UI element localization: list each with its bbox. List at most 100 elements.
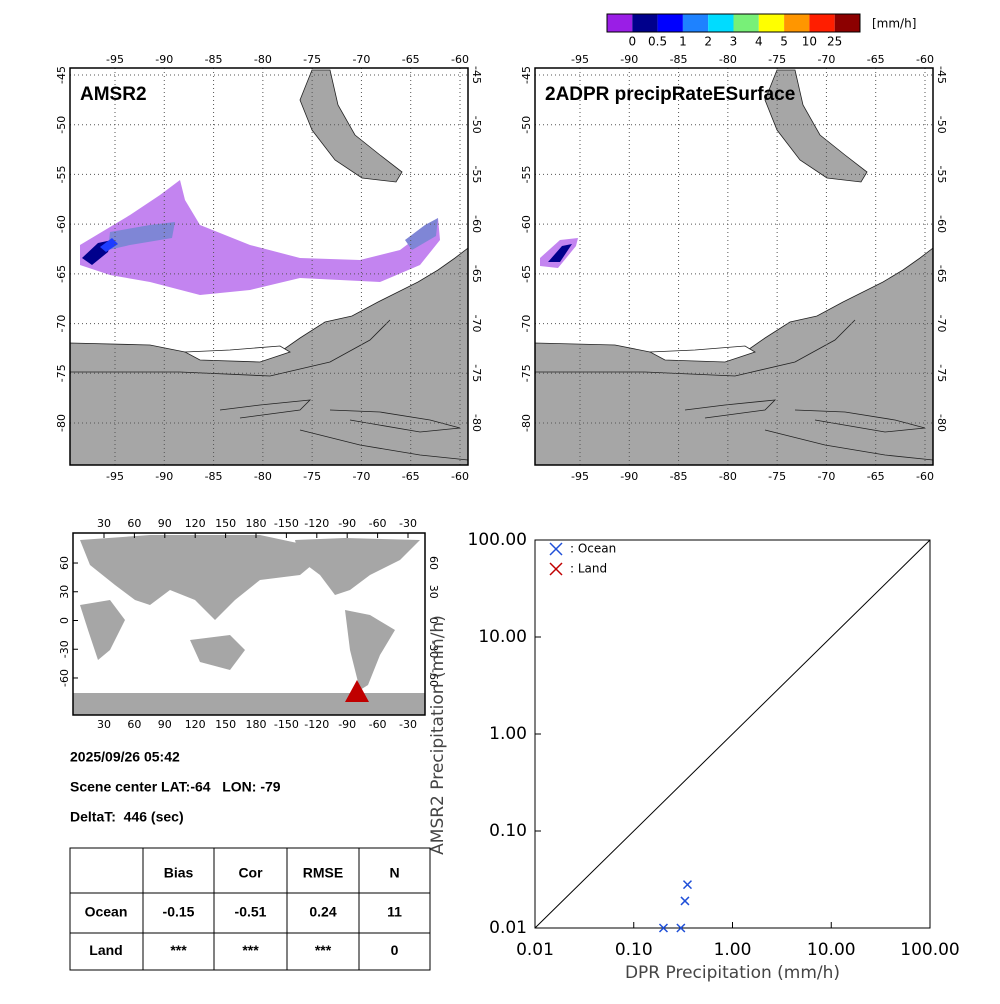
map-title: AMSR2 xyxy=(80,84,147,105)
y-tick-label: -60 xyxy=(58,669,71,687)
y-tick-label: -80 xyxy=(470,414,483,432)
colorbar-cell xyxy=(758,14,785,32)
x-tick-label: -60 xyxy=(916,470,934,483)
x-tick-label: -90 xyxy=(155,53,173,66)
x-tick-label: -65 xyxy=(402,470,420,483)
scene-marker xyxy=(345,680,369,702)
y-tick-label: -75 xyxy=(55,364,68,382)
legend-label: : Ocean xyxy=(570,542,616,556)
precip-area xyxy=(80,180,440,295)
map: -95 -95 -90 -90 -85 -85 -80 -80 -75 -75 -70 -70 -65 -… xyxy=(520,53,948,483)
x-tick-label: -80 xyxy=(254,53,272,66)
y-tick-label: -65 xyxy=(935,265,948,283)
y-tick-label: -45 xyxy=(55,66,68,84)
land xyxy=(345,610,395,690)
y-tick-label: 0.01 xyxy=(489,918,527,938)
column-header: Bias xyxy=(164,865,194,881)
y-tick-label: -55 xyxy=(520,165,533,183)
colorbar-label: 3 xyxy=(730,35,738,49)
colorbar-cell xyxy=(784,14,810,32)
x-tick-label: 30 xyxy=(97,517,111,530)
table-cell: *** xyxy=(170,942,187,958)
y-tick-label: -55 xyxy=(935,165,948,183)
map: -95 -95 -90 -90 -85 -85 -80 -80 -75 -75 -70 -70 -65 -… xyxy=(55,53,483,483)
y-tick-label: 30 xyxy=(427,585,440,599)
colorbar-cell xyxy=(834,14,860,32)
x-tick-label: -90 xyxy=(155,470,173,483)
y-axis-label: AMSR2 Precipitation (mm/h) xyxy=(428,615,448,855)
y-tick-label: -60 xyxy=(520,215,533,233)
y-tick-label: -45 xyxy=(935,66,948,84)
x-tick-label: 0.01 xyxy=(516,940,554,960)
colorbar-label: 1 xyxy=(679,35,687,49)
table-frame xyxy=(69,847,431,971)
y-tick-label: -70 xyxy=(55,315,68,333)
x-tick-label: -65 xyxy=(402,53,420,66)
x-tick-label: 90 xyxy=(158,517,172,530)
colorbar-label: 0 xyxy=(628,35,636,49)
x-tick-label: -95 xyxy=(571,53,589,66)
x-tick-label: -60 xyxy=(369,718,387,731)
x-tick-label: -95 xyxy=(571,470,589,483)
x-tick-label: -80 xyxy=(254,470,272,483)
point xyxy=(658,923,669,933)
y-tick-label: 0 xyxy=(58,617,71,624)
x-tick-label: 150 xyxy=(215,517,236,530)
colorbar-cell xyxy=(733,14,759,32)
x-tick-label: -90 xyxy=(338,517,356,530)
land xyxy=(73,693,425,715)
y-tick-label: 0.10 xyxy=(489,821,527,841)
colorbar-label: 25 xyxy=(827,35,842,49)
x-tick-label: 120 xyxy=(185,718,206,731)
x-tick-label: 90 xyxy=(158,718,172,731)
y-tick-label: -65 xyxy=(470,265,483,283)
x-axis-label: DPR Precipitation (mm/h) xyxy=(625,963,840,983)
y-tick-label: 60 xyxy=(58,556,71,570)
legend-marker xyxy=(549,542,563,556)
x-tick-label: 150 xyxy=(215,718,236,731)
x-tick-label: -85 xyxy=(670,470,688,483)
x-tick-label: 60 xyxy=(127,718,141,731)
y-tick-label: -30 xyxy=(427,640,440,658)
y-tick-label: -80 xyxy=(935,414,948,432)
x-tick-label: 30 xyxy=(97,718,111,731)
legend-label: : Land xyxy=(570,562,607,576)
y-tick-label: -70 xyxy=(520,315,533,333)
x-tick-label: -70 xyxy=(817,470,835,483)
table-cell: -0.15 xyxy=(163,904,195,920)
precip-amsr2 xyxy=(80,180,440,295)
x-tick-label: -65 xyxy=(867,53,885,66)
x-tick-label: -85 xyxy=(670,53,688,66)
x-tick-label: -95 xyxy=(106,470,124,483)
point xyxy=(680,896,690,906)
x-tick-label: -30 xyxy=(399,517,417,530)
colorbar-frame xyxy=(606,13,861,33)
precip-area xyxy=(548,244,572,262)
precip-area xyxy=(100,238,118,252)
precip-dpr xyxy=(540,238,578,268)
colorbar-label: 5 xyxy=(780,35,788,49)
colorbar: 0 0.5 1 2 3 4 5 10 25 [mm/h] xyxy=(606,13,916,49)
x-tick-label: -120 xyxy=(304,517,329,530)
y-tick-label: -75 xyxy=(935,364,948,382)
x-tick-label: -150 xyxy=(274,718,299,731)
point xyxy=(682,880,693,890)
x-tick-label: -85 xyxy=(205,53,223,66)
x-tick-label: -95 xyxy=(106,53,124,66)
x-tick-label: -120 xyxy=(304,718,329,731)
x-tick-label: -85 xyxy=(205,470,223,483)
table-cell: 11 xyxy=(387,904,402,920)
y-tick-label: 0 xyxy=(427,617,440,624)
colorbar-label: 0.5 xyxy=(648,35,667,49)
table-cell: *** xyxy=(242,942,259,958)
x-tick-label: -75 xyxy=(303,470,321,483)
x-tick-label: -75 xyxy=(768,53,786,66)
y-tick-label: 10.00 xyxy=(478,627,527,647)
y-tick-label: 60 xyxy=(427,556,440,570)
y-tick-label: -75 xyxy=(470,364,483,382)
x-tick-label: 0.10 xyxy=(615,940,653,960)
x-tick-label: -60 xyxy=(451,470,469,483)
x-tick-label: -70 xyxy=(352,470,370,483)
x-tick-label: -90 xyxy=(620,470,638,483)
